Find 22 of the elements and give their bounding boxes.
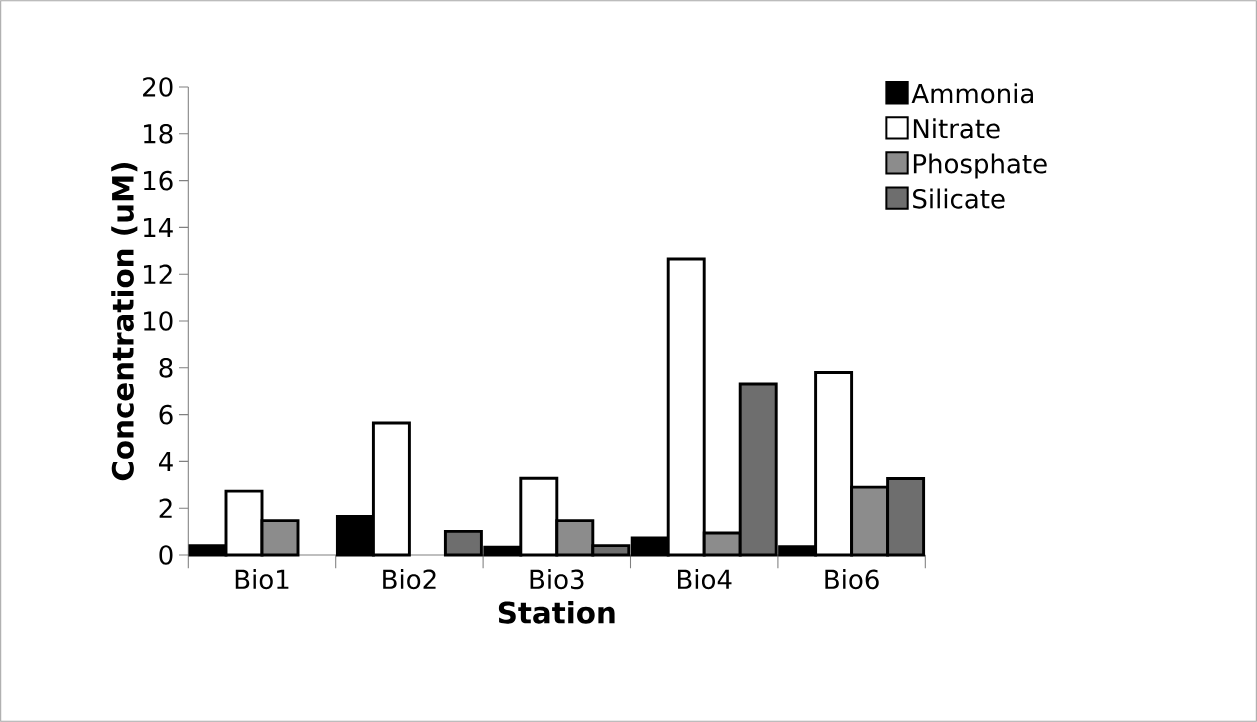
legend-label: Phosphate xyxy=(913,153,1047,179)
x-tick-label: Bio4 xyxy=(678,569,732,590)
y-tick-label: 8 xyxy=(159,357,173,378)
y-tick-label: 12 xyxy=(144,264,172,284)
y-tick-label: 2 xyxy=(159,498,172,518)
x-tick-label: Bio6 xyxy=(825,569,879,590)
y-tick-label: 6 xyxy=(159,404,173,425)
y-tick-label: 10 xyxy=(144,311,173,331)
x-axis-title: Station xyxy=(498,600,615,624)
x-tick-label: Bio2 xyxy=(383,569,436,590)
y-axis-title: Concentration (uM) xyxy=(111,162,138,481)
x-tick-label: Bio3 xyxy=(530,569,584,590)
x-tick-label: Bio1 xyxy=(235,569,289,590)
legend-label: Nitrate xyxy=(913,118,1000,139)
y-tick-label: 20 xyxy=(143,77,173,97)
legend-label: Silicate xyxy=(913,188,1005,209)
y-tick-label: 0 xyxy=(159,545,173,565)
legend-label: Ammonia xyxy=(911,83,1033,104)
y-tick-label: 14 xyxy=(144,217,173,237)
y-tick-label: 18 xyxy=(144,123,173,144)
y-tick-label: 16 xyxy=(144,170,173,191)
y-tick-label: 4 xyxy=(158,451,173,471)
